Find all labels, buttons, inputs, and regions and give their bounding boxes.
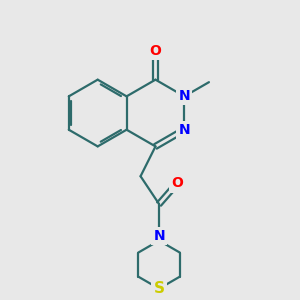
Text: N: N xyxy=(178,89,190,103)
Text: N: N xyxy=(153,229,165,243)
Text: N: N xyxy=(178,123,190,137)
Text: S: S xyxy=(154,281,165,296)
Text: O: O xyxy=(171,176,183,190)
Text: O: O xyxy=(149,44,161,58)
